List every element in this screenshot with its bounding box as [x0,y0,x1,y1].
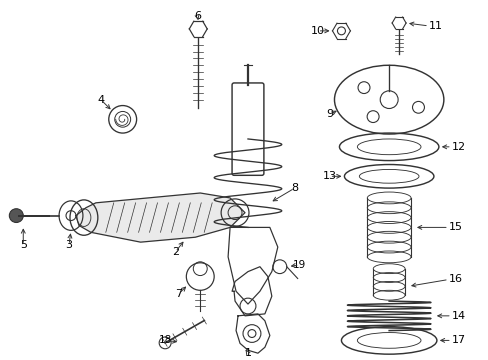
Text: 9: 9 [325,109,332,120]
Polygon shape [76,193,244,242]
Text: 4: 4 [97,95,104,105]
Text: 7: 7 [174,289,182,299]
Text: 16: 16 [448,274,462,284]
Text: 19: 19 [292,260,305,270]
Text: 15: 15 [448,222,462,233]
Text: 3: 3 [65,240,72,250]
Text: 14: 14 [451,311,465,321]
Text: 18: 18 [159,336,172,345]
Circle shape [9,209,23,222]
Text: 2: 2 [171,247,179,257]
Text: 11: 11 [428,21,442,31]
Text: 12: 12 [451,142,465,152]
Text: 6: 6 [193,11,201,21]
Text: 8: 8 [290,183,298,193]
Text: 10: 10 [310,26,324,36]
Text: 1: 1 [244,348,251,358]
Text: 17: 17 [451,336,465,345]
Text: 5: 5 [20,240,27,250]
Text: 13: 13 [322,171,336,181]
